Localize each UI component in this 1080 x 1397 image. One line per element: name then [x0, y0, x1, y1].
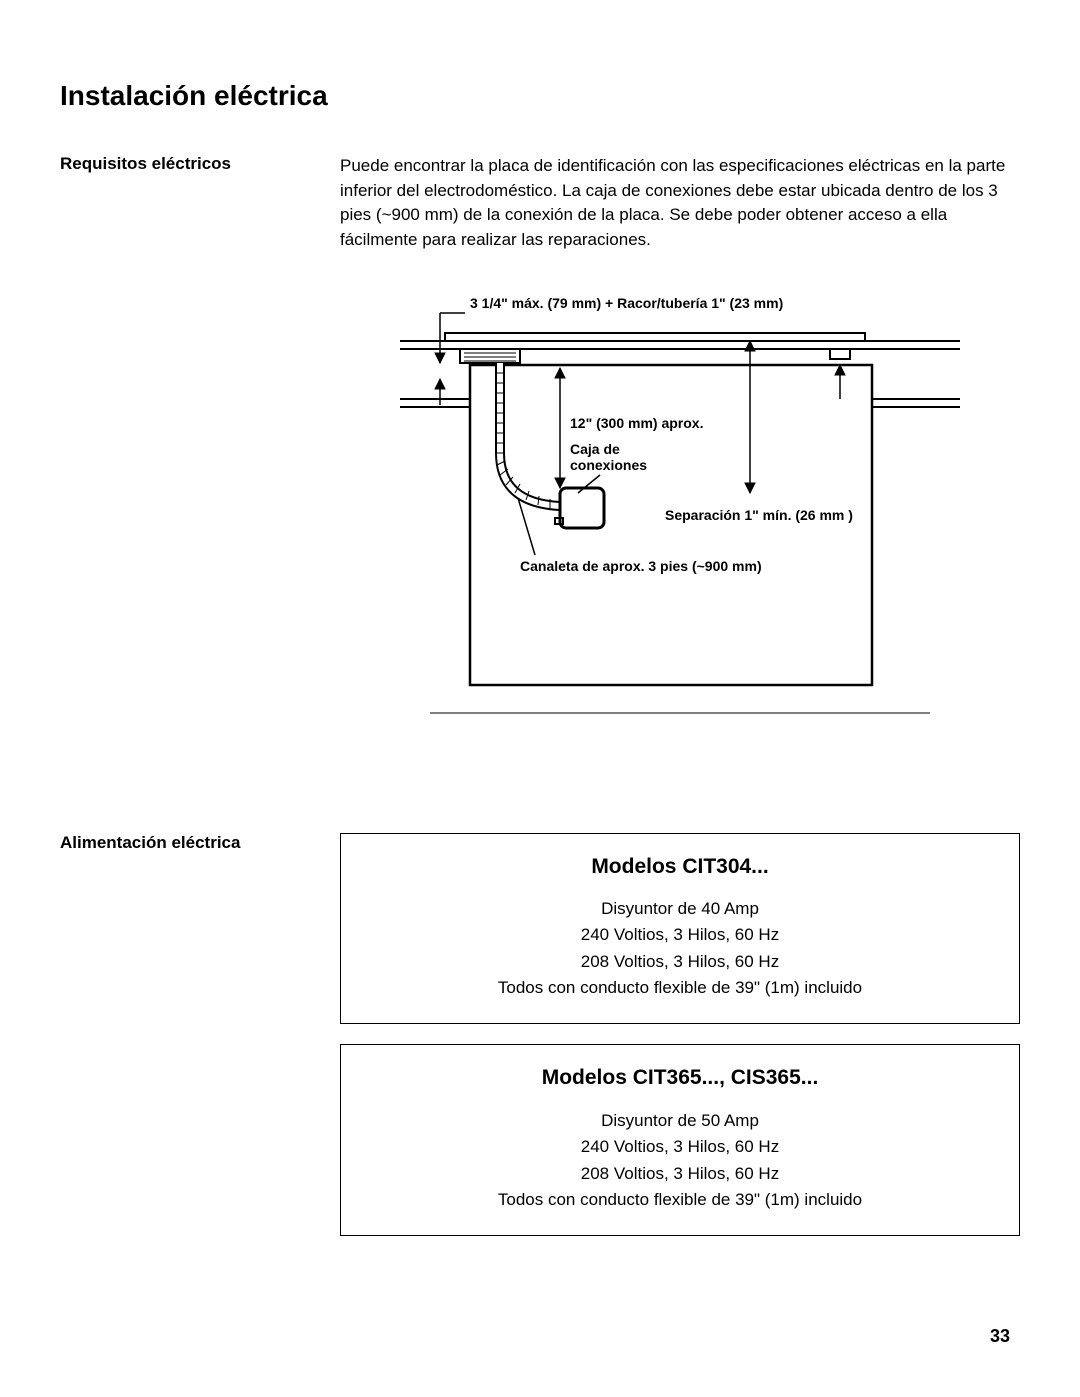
diagram-label-12in: 12" (300 mm) aprox.: [570, 413, 703, 433]
spec-line: 240 Voltios, 3 Hilos, 60 Hz: [351, 1134, 1009, 1160]
diagram-label-canaleta: Canaleta de aprox. 3 pies (~900 mm): [520, 556, 762, 576]
spec-line: Disyuntor de 50 Amp: [351, 1108, 1009, 1134]
section-requisitos: Requisitos eléctricos Puede encontrar la…: [60, 154, 1020, 753]
spec-line: 208 Voltios, 3 Hilos, 60 Hz: [351, 1161, 1009, 1187]
diagram-label-caja-b: conexiones: [570, 455, 647, 475]
specs-container: Modelos CIT304... Disyuntor de 40 Amp 24…: [340, 833, 1020, 1257]
spec-line: 240 Voltios, 3 Hilos, 60 Hz: [351, 922, 1009, 948]
page-title: Instalación eléctrica: [60, 80, 1020, 112]
spec-heading: Modelos CIT304...: [351, 852, 1009, 882]
diagram-junction-box: 3 1/4" máx. (79 mm) + Racor/tubería 1" (…: [400, 293, 960, 753]
spec-heading: Modelos CIT365..., CIS365...: [351, 1063, 1009, 1093]
spec-box-cit304: Modelos CIT304... Disyuntor de 40 Amp 24…: [340, 833, 1020, 1025]
diagram-label-sep: Separación 1" mín. (26 mm ): [665, 505, 853, 525]
page-number: 33: [990, 1326, 1010, 1347]
section-alimentacion: Alimentación eléctrica Modelos CIT304...…: [60, 833, 1020, 1257]
spec-line: 208 Voltios, 3 Hilos, 60 Hz: [351, 949, 1009, 975]
label-requisitos: Requisitos eléctricos: [60, 154, 300, 174]
spec-line: Disyuntor de 40 Amp: [351, 896, 1009, 922]
spec-line: Todos con conducto flexible de 39" (1m) …: [351, 975, 1009, 1001]
spec-box-cit365: Modelos CIT365..., CIS365... Disyuntor d…: [340, 1044, 1020, 1236]
diagram-label-top: 3 1/4" máx. (79 mm) + Racor/tubería 1" (…: [470, 293, 783, 313]
spec-line: Todos con conducto flexible de 39" (1m) …: [351, 1187, 1009, 1213]
body-requisitos: Puede encontrar la placa de identificaci…: [340, 154, 1020, 753]
label-alimentacion: Alimentación eléctrica: [60, 833, 300, 853]
paragraph-requisitos: Puede encontrar la placa de identificaci…: [340, 154, 1020, 253]
